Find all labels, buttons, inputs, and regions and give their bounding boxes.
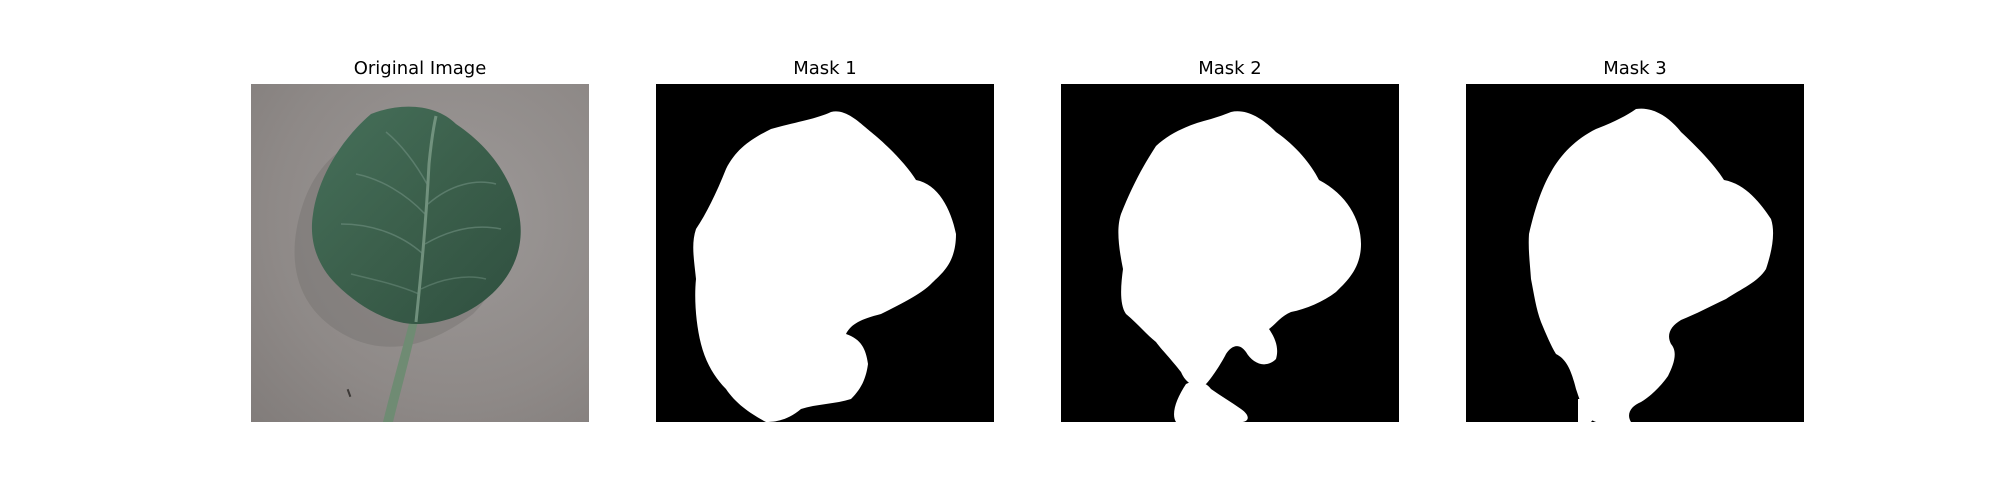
mask-2-panel: Mask 2 [1061, 56, 1399, 434]
mask-1-region [693, 111, 956, 422]
mask-1-image [656, 84, 994, 422]
mask-3-title: Mask 3 [1603, 58, 1667, 79]
original-image-panel: Original Image [251, 56, 589, 434]
mask-2-region [1118, 111, 1361, 386]
original-leaf-photo [251, 84, 589, 422]
mask-2-title: Mask 2 [1198, 58, 1262, 79]
mask-3-image [1466, 84, 1804, 422]
mask-3-region [1528, 108, 1774, 422]
mask-3-fragment [1578, 399, 1598, 422]
mask-3-panel: Mask 3 [1466, 56, 1804, 434]
mask-2-fragment [1174, 381, 1248, 422]
original-image-title: Original Image [353, 58, 487, 79]
mask-2-image [1061, 84, 1399, 422]
mask-1-panel: Mask 1 [656, 56, 994, 434]
mask-1-title: Mask 1 [793, 58, 857, 79]
